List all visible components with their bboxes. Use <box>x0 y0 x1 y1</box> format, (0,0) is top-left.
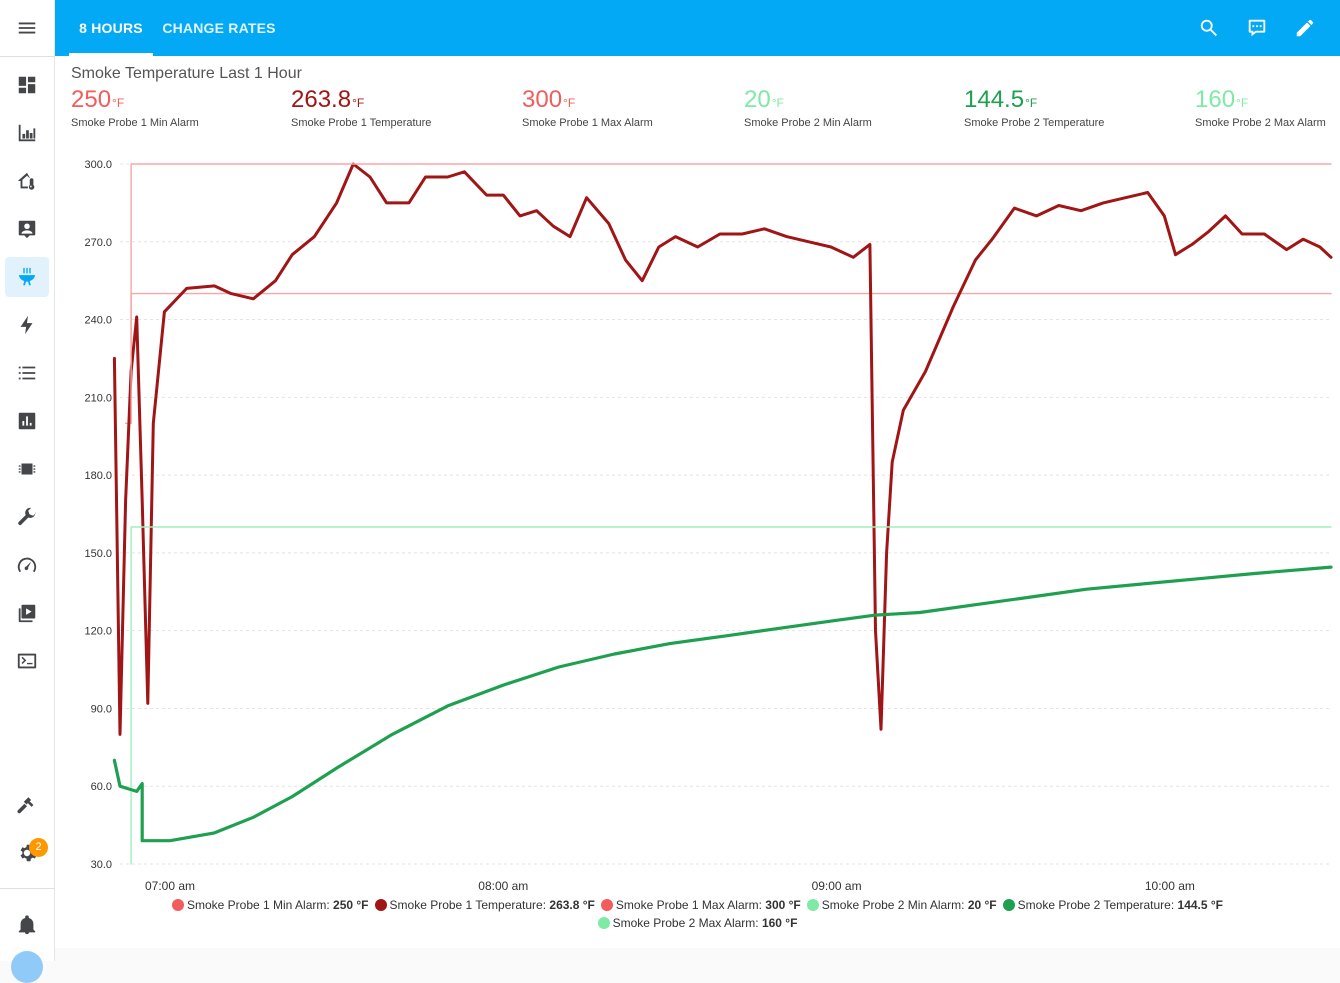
legend-color-dot <box>1002 899 1015 911</box>
legend-series-value: 263.8 °F <box>549 898 595 912</box>
legend-series-value: 20 °F <box>967 898 997 912</box>
stat-probe1-min-alarm: 250°F Smoke Probe 1 Min Alarm <box>71 86 199 129</box>
x-tick-label: 07:00 am <box>145 879 195 893</box>
stat-value: 250 <box>71 86 112 113</box>
legend-color-dot <box>597 917 610 929</box>
x-tick-label: 10:00 am <box>1145 879 1195 893</box>
legend-series-name: Smoke Probe 1 Temperature: <box>389 898 550 912</box>
search-icon[interactable] <box>1197 16 1221 40</box>
y-tick-label: 90.0 <box>91 703 112 715</box>
stat-value: 263.8 <box>291 86 352 113</box>
y-tick-label: 210.0 <box>84 392 112 404</box>
grill-icon[interactable] <box>5 257 49 297</box>
chip-icon[interactable] <box>5 449 49 489</box>
sidebar: 2 <box>0 0 55 983</box>
stat-probe2-max-alarm: 160°F Smoke Probe 2 Max Alarm <box>1195 86 1326 129</box>
y-tick-label: 150.0 <box>84 548 112 560</box>
hammer-icon[interactable] <box>5 785 49 825</box>
y-tick-label: 120.0 <box>84 626 112 638</box>
legend-series-name: Smoke Probe 2 Min Alarm: <box>821 898 968 912</box>
stat-value: 144.5 <box>964 86 1025 113</box>
stat-value: 20 <box>744 86 771 113</box>
legend-item[interactable]: Smoke Probe 2 Temperature: 144.5 °F <box>1002 896 1224 914</box>
list-icon[interactable] <box>5 353 49 393</box>
dashboard-icon[interactable] <box>5 65 49 105</box>
stat-probe2-temperature: 144.5°F Smoke Probe 2 Temperature <box>964 86 1104 129</box>
legend-series-value: 144.5 °F <box>1177 898 1224 912</box>
wrench-icon[interactable] <box>5 497 49 537</box>
stat-label: Smoke Probe 2 Min Alarm <box>744 117 872 129</box>
chart-box-icon[interactable] <box>5 401 49 441</box>
active-tab-indicator <box>69 53 153 56</box>
legend-series-name: Smoke Probe 1 Min Alarm: <box>186 898 334 912</box>
legend-color-dot <box>600 899 613 911</box>
home-thermometer-icon[interactable] <box>5 161 49 201</box>
x-tick-label: 09:00 am <box>812 879 862 893</box>
edit-pencil-icon[interactable] <box>1293 16 1317 40</box>
history-graph-card: Smoke Temperature Last 1 Hour 250°F Smok… <box>55 56 1340 948</box>
legend-color-dot <box>171 899 184 911</box>
stat-unit: °F <box>1025 96 1038 110</box>
series-line-smoke-probe-1-min-alarm <box>124 292 1332 424</box>
media-icon[interactable] <box>5 593 49 633</box>
series-line-smoke-probe-1-max-alarm <box>130 163 1332 424</box>
stat-label: Smoke Probe 1 Temperature <box>291 117 432 129</box>
chart-legend: Smoke Probe 1 Min Alarm: 250 °F Smoke Pro… <box>55 896 1340 932</box>
legend-series-name: Smoke Probe 2 Temperature: <box>1017 898 1178 912</box>
stat-unit: °F <box>563 96 576 110</box>
stat-label: Smoke Probe 1 Max Alarm <box>522 117 653 129</box>
y-tick-label: 240.0 <box>84 315 112 327</box>
bell-icon[interactable] <box>5 905 49 945</box>
legend-series-name: Smoke Probe 1 Max Alarm: <box>615 898 766 912</box>
y-tick-label: 30.0 <box>91 859 112 871</box>
tab-change-rates[interactable]: CHANGE RATES <box>162 20 276 36</box>
y-tick-label: 60.0 <box>91 781 112 793</box>
stat-label: Smoke Probe 1 Min Alarm <box>71 117 199 129</box>
history-chart-icon[interactable] <box>5 113 49 153</box>
y-tick-label: 270.0 <box>84 237 112 249</box>
assist-chat-icon[interactable] <box>1245 16 1269 40</box>
stat-probe1-max-alarm: 300°F Smoke Probe 1 Max Alarm <box>522 86 653 129</box>
sidebar-divider <box>0 56 54 57</box>
legend-item[interactable]: Smoke Probe 2 Min Alarm: 20 °F <box>806 896 997 914</box>
card-title: Smoke Temperature Last 1 Hour <box>71 65 302 82</box>
legend-color-dot <box>806 899 819 911</box>
series-line-smoke-probe-1-temperature <box>112 162 1333 736</box>
temperature-line-chart[interactable]: 30.0 60.0 90.0 120.0 150.0 180.0 210.0 240.0 270… <box>55 56 1340 896</box>
legend-item[interactable]: Smoke Probe 2 Max Alarm: 160 °F <box>597 914 798 932</box>
stat-probe2-min-alarm: 20°F Smoke Probe 2 Min Alarm <box>744 86 872 129</box>
series-line-smoke-probe-2-temperature <box>112 565 1333 843</box>
series-line-smoke-probe-2-max-alarm <box>130 526 1332 554</box>
legend-item[interactable]: Smoke Probe 1 Min Alarm: 250 °F <box>171 896 369 914</box>
stat-probe1-temperature: 263.8°F Smoke Probe 1 Temperature <box>291 86 431 129</box>
y-tick-label: 300.0 <box>84 159 112 171</box>
tab-8-hours[interactable]: 8 HOURS <box>79 20 143 36</box>
stat-value: 160 <box>1195 86 1236 113</box>
legend-item[interactable]: Smoke Probe 1 Max Alarm: 300 °F <box>600 896 801 914</box>
legend-item[interactable]: Smoke Probe 1 Temperature: 263.8 °F <box>374 896 595 914</box>
stat-label: Smoke Probe 2 Temperature <box>964 117 1105 129</box>
gauge-icon[interactable] <box>5 545 49 585</box>
sidebar-divider <box>0 888 54 889</box>
stat-unit: °F <box>1236 96 1249 110</box>
stat-unit: °F <box>112 96 125 110</box>
legend-series-value: 250 °F <box>333 898 369 912</box>
stat-value: 300 <box>522 86 563 113</box>
y-tick-label: 180.0 <box>84 470 112 482</box>
legend-series-value: 160 °F <box>761 916 798 930</box>
top-app-bar: 8 HOURS CHANGE RATES <box>55 0 1340 56</box>
lightning-icon[interactable] <box>5 305 49 345</box>
menu-icon[interactable] <box>5 8 49 48</box>
stat-label: Smoke Probe 2 Max Alarm <box>1195 117 1326 129</box>
person-card-icon[interactable] <box>5 209 49 249</box>
avatar[interactable] <box>11 951 43 983</box>
notification-badge: 2 <box>29 838 48 857</box>
legend-color-dot <box>374 899 387 911</box>
x-tick-label: 08:00 am <box>478 879 528 893</box>
stat-unit: °F <box>771 96 784 110</box>
terminal-icon[interactable] <box>5 641 49 681</box>
legend-series-value: 300 °F <box>765 898 801 912</box>
stat-unit: °F <box>352 96 365 110</box>
legend-series-name: Smoke Probe 2 Max Alarm: <box>612 916 762 930</box>
